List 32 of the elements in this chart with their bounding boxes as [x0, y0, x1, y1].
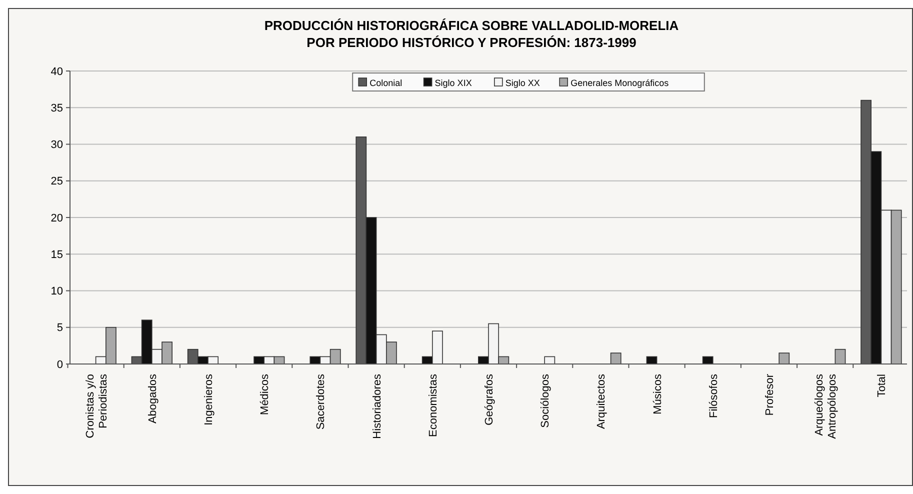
y-tick-label: 35 [50, 102, 63, 114]
x-tick-label: Ingenieros [203, 374, 216, 426]
legend-label: Generales Monográficos [570, 78, 670, 88]
y-tick-label: 30 [50, 139, 63, 152]
chart-title: PRODUCCIÓN HISTORIOGRÁFICA SOBRE VALLADOLID-MORELIA POR PERIODO HISTÓRICO Y PROFESIÓN: 1873-1999 [264, 18, 680, 50]
x-tick-label: Historiadores [371, 374, 384, 439]
legend-label: Siglo XIX [434, 78, 472, 88]
x-tick-label: Arqueólogos Antropólogos [814, 374, 839, 439]
y-tick-label: 5 [56, 322, 63, 334]
legend-label: Siglo XX [505, 78, 540, 88]
x-tick-label: Filósofos [708, 374, 720, 418]
x-tick-label: Sacerdotes [315, 374, 328, 430]
x-tick-label: Geógrafos [484, 374, 496, 426]
y-tick-label: 40 [50, 66, 63, 78]
bar [610, 352, 622, 364]
legend-label: Colonial [370, 78, 402, 88]
x-tick-label: Arquitectos [596, 374, 608, 430]
bar [778, 352, 790, 364]
x-tick-label: Sociólogos [540, 374, 552, 428]
x-tick-label: Músicos [652, 374, 664, 414]
x-tick-label: Profesor [764, 374, 776, 416]
y-tick-label: 15 [50, 248, 63, 261]
bar [834, 348, 846, 364]
y-tick-label: 20 [50, 212, 63, 224]
x-tick-label: Cronistas y/o Periodistas [84, 374, 110, 438]
y-tick-label: 25 [50, 176, 63, 188]
y-tick-label: 10 [50, 286, 63, 298]
x-tick-label: Economistas [427, 374, 440, 437]
x-tick-label: Total [876, 374, 888, 398]
x-tick-label: Médicos [259, 374, 272, 415]
y-tick-label: 0 [56, 358, 63, 371]
x-tick-label: Abogados [146, 374, 159, 424]
